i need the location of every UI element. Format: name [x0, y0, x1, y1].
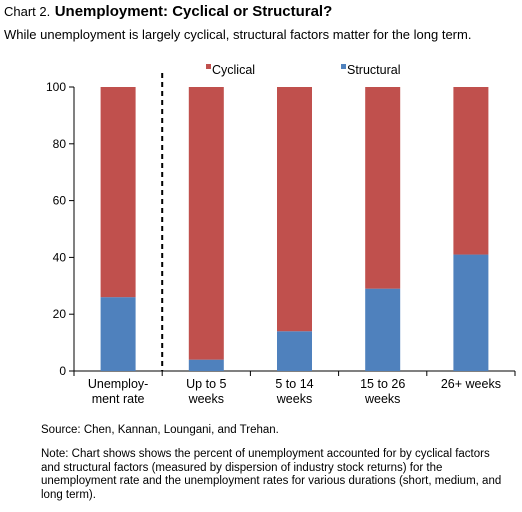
y-tick-label: 0 — [59, 364, 66, 378]
bar-cyclical — [365, 87, 401, 289]
legend-swatch-structural — [341, 64, 346, 69]
bar-structural — [188, 359, 224, 371]
stacked-bar-chart: 0 20 40 60 80 100 Cyclical Structural Unemploy… — [46, 63, 516, 406]
legend-swatch-cyclical — [206, 64, 211, 69]
bar-structural — [100, 297, 136, 371]
source-text: Source: Chen, Kannan, Loungani, and Treh… — [41, 424, 279, 436]
y-tick-label: 60 — [53, 194, 67, 208]
bar-structural — [453, 254, 489, 371]
chart-title-text: Unemployment: Cyclical or Structural? — [54, 3, 333, 20]
bar-structural — [277, 331, 312, 371]
bar-cyclical — [277, 87, 312, 332]
chart-subtitle: While unemployment is largely cyclical, … — [4, 27, 472, 42]
y-tick-label: 80 — [53, 137, 67, 151]
note-text: Note: Chart shows shows the percent of u… — [41, 448, 502, 501]
y-axis: 0 20 40 60 80 100 — [46, 80, 75, 378]
legend: Cyclical Structural — [206, 63, 401, 77]
bars — [100, 87, 489, 371]
category-label: Up to 5 weeks — [186, 377, 226, 406]
bar-cyclical — [188, 87, 224, 360]
bar-cyclical — [100, 87, 136, 298]
chart-title: Chart 2. Unemployment: Cyclical or Struc… — [4, 3, 332, 21]
category-label: Unemploy-ment rate — [88, 377, 148, 406]
bar-structural — [365, 288, 401, 371]
chart-number: Chart 2. — [4, 4, 51, 19]
y-tick-label: 40 — [53, 250, 67, 264]
y-tick-label: 20 — [53, 307, 67, 321]
legend-label-structural: Structural — [347, 63, 401, 77]
category-label: 5 to 14 weeks — [275, 377, 313, 406]
category-label: 15 to 26 weeks — [360, 377, 405, 406]
category-label: 26+ weeks — [441, 377, 501, 391]
y-tick-label: 100 — [46, 80, 66, 94]
bar-cyclical — [453, 87, 489, 255]
legend-label-cyclical: Cyclical — [212, 63, 255, 77]
category-labels: Unemploy-ment rate Up to 5 weeks 5 to 14 wee… — [88, 377, 501, 406]
